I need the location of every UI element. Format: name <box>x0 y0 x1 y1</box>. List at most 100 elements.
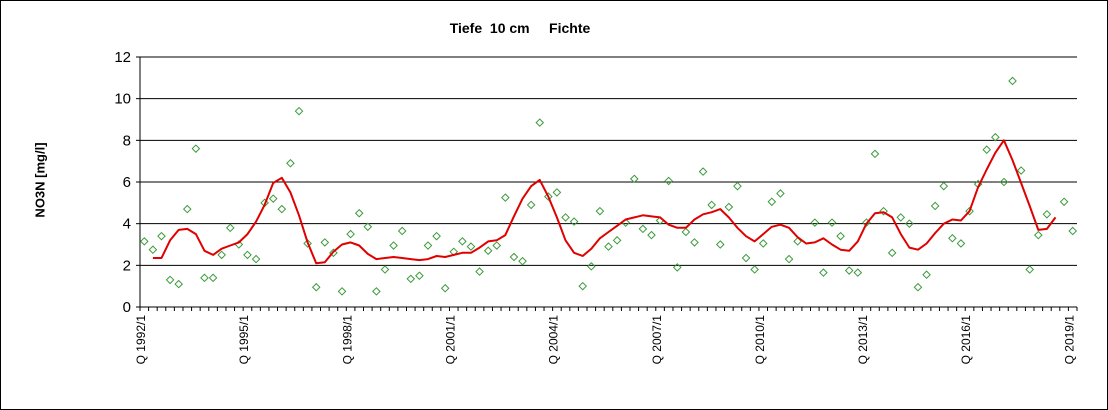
data-point <box>1059 197 1069 207</box>
data-point <box>724 202 734 212</box>
data-point <box>612 236 622 245</box>
y-tick-label: 2 <box>123 257 131 274</box>
data-point <box>767 197 777 207</box>
data-point <box>698 167 708 176</box>
data-point <box>741 253 751 263</box>
data-point <box>604 242 613 251</box>
data-point <box>526 200 536 210</box>
data-point <box>501 193 510 202</box>
data-point <box>999 177 1009 187</box>
data-point <box>595 206 605 216</box>
data-point <box>887 248 897 258</box>
chart-title: Tiefe 10 cm Fichte <box>449 20 591 36</box>
data-point <box>982 145 992 155</box>
data-point <box>268 194 278 203</box>
x-tick-label: Q 2004/1 <box>547 315 561 365</box>
x-tick-label: Q 1998/1 <box>340 315 354 365</box>
data-point <box>844 266 854 275</box>
data-point <box>827 218 837 227</box>
data-point <box>406 274 416 284</box>
data-point <box>509 252 519 262</box>
data-point <box>397 226 407 236</box>
x-tick-label: Q 2013/1 <box>856 315 870 365</box>
data-point <box>939 181 949 191</box>
data-point <box>707 200 716 210</box>
data-point <box>552 188 562 197</box>
data-point <box>715 240 725 249</box>
data-point <box>1008 76 1017 86</box>
x-tick-label: Q 2010/1 <box>753 315 767 365</box>
data-point <box>535 118 545 127</box>
y-tick-label: 12 <box>114 49 131 66</box>
data-point <box>647 230 656 240</box>
data-point <box>956 239 966 248</box>
data-point <box>277 204 287 214</box>
data-point <box>853 268 863 277</box>
data-point <box>440 283 450 293</box>
data-point <box>776 189 785 198</box>
data-point <box>561 213 570 222</box>
data-point <box>483 246 493 256</box>
y-tick-label: 0 <box>123 299 131 316</box>
data-point <box>432 231 441 241</box>
data-point <box>157 231 166 241</box>
data-point <box>672 263 682 272</box>
x-tick-label: Q 2001/1 <box>443 315 457 365</box>
data-point <box>372 287 381 296</box>
data-point <box>389 241 398 250</box>
data-point <box>363 222 373 232</box>
data-point <box>758 239 768 248</box>
data-point <box>165 275 175 285</box>
data-point <box>139 237 149 246</box>
data-point <box>174 279 183 289</box>
data-point <box>948 233 957 243</box>
data-point <box>182 204 192 214</box>
data-point <box>629 174 639 184</box>
x-tick-label: Q 1995/1 <box>237 315 251 365</box>
series-line <box>152 139 1057 265</box>
data-point <box>638 224 648 234</box>
data-point <box>819 268 828 277</box>
data-point <box>733 181 742 191</box>
data-point <box>587 262 596 271</box>
y-tick-label: 10 <box>114 91 131 108</box>
data-point <box>320 238 330 247</box>
data-point <box>810 218 820 227</box>
data-point <box>458 237 467 246</box>
data-point <box>750 265 759 274</box>
data-point <box>1025 265 1035 274</box>
data-point <box>905 219 914 228</box>
data-point <box>578 281 588 291</box>
data-point <box>870 149 880 159</box>
data-point <box>354 208 364 218</box>
data-point <box>286 158 295 168</box>
data-point <box>1034 230 1043 240</box>
data-point <box>466 242 476 251</box>
x-tick-label: Q 2016/1 <box>959 315 973 365</box>
data-point <box>294 106 304 116</box>
data-point <box>913 282 923 292</box>
data-point <box>879 206 888 216</box>
data-point <box>1042 209 1052 219</box>
x-tick-label: Q 2019/1 <box>1062 315 1076 365</box>
y-tick-label: 4 <box>123 216 131 233</box>
data-point <box>664 176 673 186</box>
data-point <box>991 132 1000 142</box>
y-tick-label: 6 <box>123 174 131 191</box>
data-point <box>965 206 974 216</box>
x-tick-label: Q 1992/1 <box>134 315 148 365</box>
data-point <box>784 254 794 264</box>
data-point <box>208 273 218 283</box>
data-point <box>251 254 261 264</box>
data-point <box>200 273 209 283</box>
data-point <box>475 267 484 276</box>
data-point <box>329 248 338 258</box>
data-point <box>217 250 226 260</box>
data-point <box>225 223 235 233</box>
data-point <box>1016 166 1026 175</box>
data-point <box>415 271 424 281</box>
data-point <box>380 265 390 274</box>
data-point <box>311 282 321 292</box>
data-point <box>337 287 347 296</box>
